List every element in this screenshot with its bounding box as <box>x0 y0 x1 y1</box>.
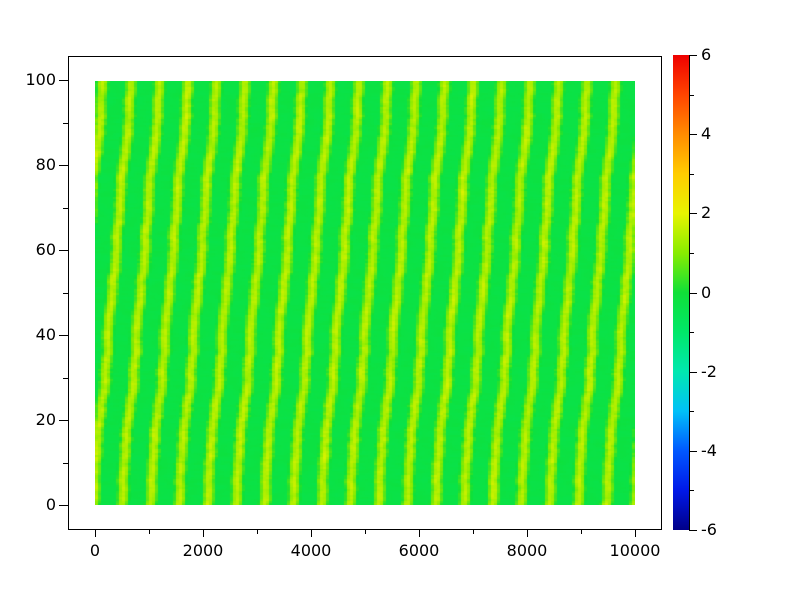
colorbar-tick-label: -2 <box>701 362 717 381</box>
colorbar-major-tick <box>689 213 697 214</box>
y-tick-label: 60 <box>35 240 56 259</box>
x-minor-tick <box>149 530 150 534</box>
y-tick-label: 80 <box>35 155 56 174</box>
x-minor-tick <box>581 530 582 534</box>
heatmap-canvas <box>95 81 635 505</box>
x-major-tick <box>527 530 528 537</box>
y-tick-label: 40 <box>35 325 56 344</box>
y-minor-tick <box>63 293 68 294</box>
x-major-tick <box>95 530 96 537</box>
plot-frame <box>68 56 662 530</box>
x-tick-label: 4000 <box>290 541 332 560</box>
x-tick-label: 0 <box>89 541 101 560</box>
colorbar-major-tick <box>689 530 697 531</box>
y-major-tick <box>59 505 68 506</box>
x-major-tick <box>203 530 204 537</box>
y-minor-tick <box>63 378 68 379</box>
x-tick-label: 6000 <box>398 541 440 560</box>
y-minor-tick <box>63 208 68 209</box>
y-minor-tick <box>63 463 68 464</box>
x-major-tick <box>311 530 312 537</box>
colorbar-major-tick <box>689 293 697 294</box>
y-major-tick <box>59 420 68 421</box>
y-major-tick <box>59 335 68 336</box>
x-minor-tick <box>257 530 258 534</box>
colorbar-tick-label: 6 <box>701 45 712 64</box>
x-tick-label: 10000 <box>609 541 661 560</box>
colorbar-gradient <box>673 55 689 530</box>
y-major-tick <box>59 250 68 251</box>
colorbar-tick-label: 4 <box>701 124 712 143</box>
x-major-tick <box>635 530 636 537</box>
colorbar-tick-label: 2 <box>701 203 712 222</box>
colorbar-minor-tick <box>689 490 694 491</box>
x-tick-label: 2000 <box>182 541 224 560</box>
y-tick-label: 0 <box>45 495 56 514</box>
y-major-tick <box>59 165 68 166</box>
colorbar-minor-tick <box>689 174 694 175</box>
colorbar-major-tick <box>689 55 697 56</box>
colorbar-minor-tick <box>689 253 694 254</box>
colorbar-tick-label: 0 <box>701 283 712 302</box>
y-minor-tick <box>63 123 68 124</box>
x-minor-tick <box>365 530 366 534</box>
colorbar-major-tick <box>689 372 697 373</box>
colorbar-minor-tick <box>689 411 694 412</box>
x-tick-label: 8000 <box>506 541 548 560</box>
x-major-tick <box>419 530 420 537</box>
colorbar-minor-tick <box>689 95 694 96</box>
colorbar-major-tick <box>689 134 697 135</box>
colorbar-major-tick <box>689 451 697 452</box>
y-major-tick <box>59 80 68 81</box>
colorbar-tick-label: -6 <box>701 520 717 539</box>
y-tick-label: 100 <box>25 70 56 89</box>
y-tick-label: 20 <box>35 410 56 429</box>
x-minor-tick <box>473 530 474 534</box>
colorbar-tick-label: -4 <box>701 441 717 460</box>
colorbar-minor-tick <box>689 332 694 333</box>
